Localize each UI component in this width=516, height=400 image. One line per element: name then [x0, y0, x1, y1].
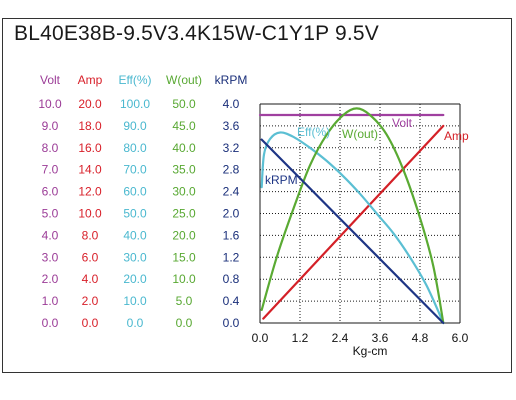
axis-tick-w-out: 25.0 — [172, 207, 196, 221]
axis-tick-eff: 80.0 — [123, 141, 147, 155]
axis-tick-eff: 30.0 — [123, 250, 147, 264]
chart-frame — [2, 18, 512, 373]
axis-tick-w-out: 40.0 — [172, 141, 196, 155]
axis-tick-volt: 2.0 — [42, 272, 59, 286]
axis-tick-volt: 4.0 — [42, 228, 59, 242]
axis-tick-w-out: 50.0 — [172, 97, 196, 111]
axis-tick-volt: 1.0 — [42, 294, 59, 308]
axis-tick-krpm: 3.6 — [223, 119, 240, 133]
axis-tick-volt: 7.0 — [42, 163, 59, 177]
axis-tick-w-out: 30.0 — [172, 185, 196, 199]
axis-tick-krpm: 1.6 — [223, 228, 240, 242]
axis-tick-w-out: 5.0 — [176, 294, 193, 308]
axis-tick-krpm: 0.4 — [223, 294, 240, 308]
axis-tick-amp: 0.0 — [82, 316, 99, 330]
axis-tick-krpm: 4.0 — [223, 97, 240, 111]
axis-tick-eff: 20.0 — [123, 272, 147, 286]
axis-tick-krpm: 2.8 — [223, 163, 240, 177]
axis-tick-eff: 10.0 — [123, 294, 147, 308]
axis-tick-volt: 8.0 — [42, 141, 59, 155]
axis-tick-eff: 40.0 — [123, 228, 147, 242]
axis-tick-krpm: 1.2 — [223, 250, 240, 264]
series-label-w-out: W(out) — [342, 127, 378, 141]
axis-tick-w-out: 15.0 — [172, 250, 196, 264]
axis-tick-w-out: 0.0 — [176, 316, 193, 330]
x-tick-label: 1.2 — [292, 331, 309, 345]
series-line-amp — [262, 124, 445, 320]
chart-title: BL40E38B-9.5V3.4K15W-C1Y1P 9.5V — [14, 22, 379, 45]
axis-tick-krpm: 2.0 — [223, 207, 240, 221]
x-tick-label: 0.0 — [252, 331, 269, 345]
x-tick-label: 2.4 — [332, 331, 349, 345]
axis-tick-eff: 90.0 — [123, 119, 147, 133]
series-label-krpm: kRPM — [265, 173, 298, 187]
axis-header-w-out: W(out) — [166, 73, 202, 87]
axis-header-eff: Eff(%) — [118, 73, 151, 87]
axis-tick-volt: 5.0 — [42, 207, 59, 221]
axis-tick-volt: 6.0 — [42, 185, 59, 199]
axis-tick-krpm: 0.8 — [223, 272, 240, 286]
x-tick-label: 3.6 — [372, 331, 389, 345]
series-label-eff: Eff(%) — [297, 125, 330, 139]
axis-tick-krpm: 3.2 — [223, 141, 240, 155]
axis-tick-amp: 12.0 — [78, 185, 102, 199]
axis-tick-eff: 50.0 — [123, 207, 147, 221]
x-tick-label: 6.0 — [452, 331, 469, 345]
axis-tick-w-out: 45.0 — [172, 119, 196, 133]
axis-tick-krpm: 2.4 — [223, 185, 240, 199]
axis-tick-volt: 10.0 — [38, 97, 62, 111]
axis-tick-amp: 6.0 — [82, 250, 99, 264]
series-line-eff — [260, 131, 445, 325]
axis-tick-amp: 14.0 — [78, 163, 102, 177]
axis-tick-volt: 3.0 — [42, 250, 59, 264]
x-axis-label: Kg-cm — [353, 344, 388, 358]
axis-tick-eff: 0.0 — [127, 316, 144, 330]
axis-tick-amp: 20.0 — [78, 97, 102, 111]
axis-tick-volt: 9.0 — [42, 119, 59, 133]
series-label-volt: Volt — [392, 116, 413, 130]
axis-tick-amp: 8.0 — [82, 228, 99, 242]
series-line-w-out — [260, 107, 445, 325]
axis-tick-volt: 0.0 — [42, 316, 59, 330]
axis-tick-eff: 60.0 — [123, 185, 147, 199]
axis-tick-w-out: 10.0 — [172, 272, 196, 286]
series-label-amp: Amp — [444, 129, 469, 143]
axis-tick-eff: 70.0 — [123, 163, 147, 177]
axis-tick-amp: 16.0 — [78, 141, 102, 155]
axis-tick-amp: 4.0 — [82, 272, 99, 286]
axis-tick-krpm: 0.0 — [223, 316, 240, 330]
axis-tick-amp: 18.0 — [78, 119, 102, 133]
axis-tick-eff: 100.0 — [120, 97, 150, 111]
series-line-krpm — [260, 138, 445, 325]
axis-header-amp: Amp — [78, 73, 103, 87]
axis-header-volt: Volt — [40, 73, 61, 87]
axis-tick-amp: 10.0 — [78, 207, 102, 221]
axis-tick-w-out: 20.0 — [172, 228, 196, 242]
axis-tick-amp: 2.0 — [82, 294, 99, 308]
axis-header-krpm: kRPM — [215, 73, 248, 87]
axis-tick-w-out: 35.0 — [172, 163, 196, 177]
x-tick-label: 4.8 — [412, 331, 429, 345]
